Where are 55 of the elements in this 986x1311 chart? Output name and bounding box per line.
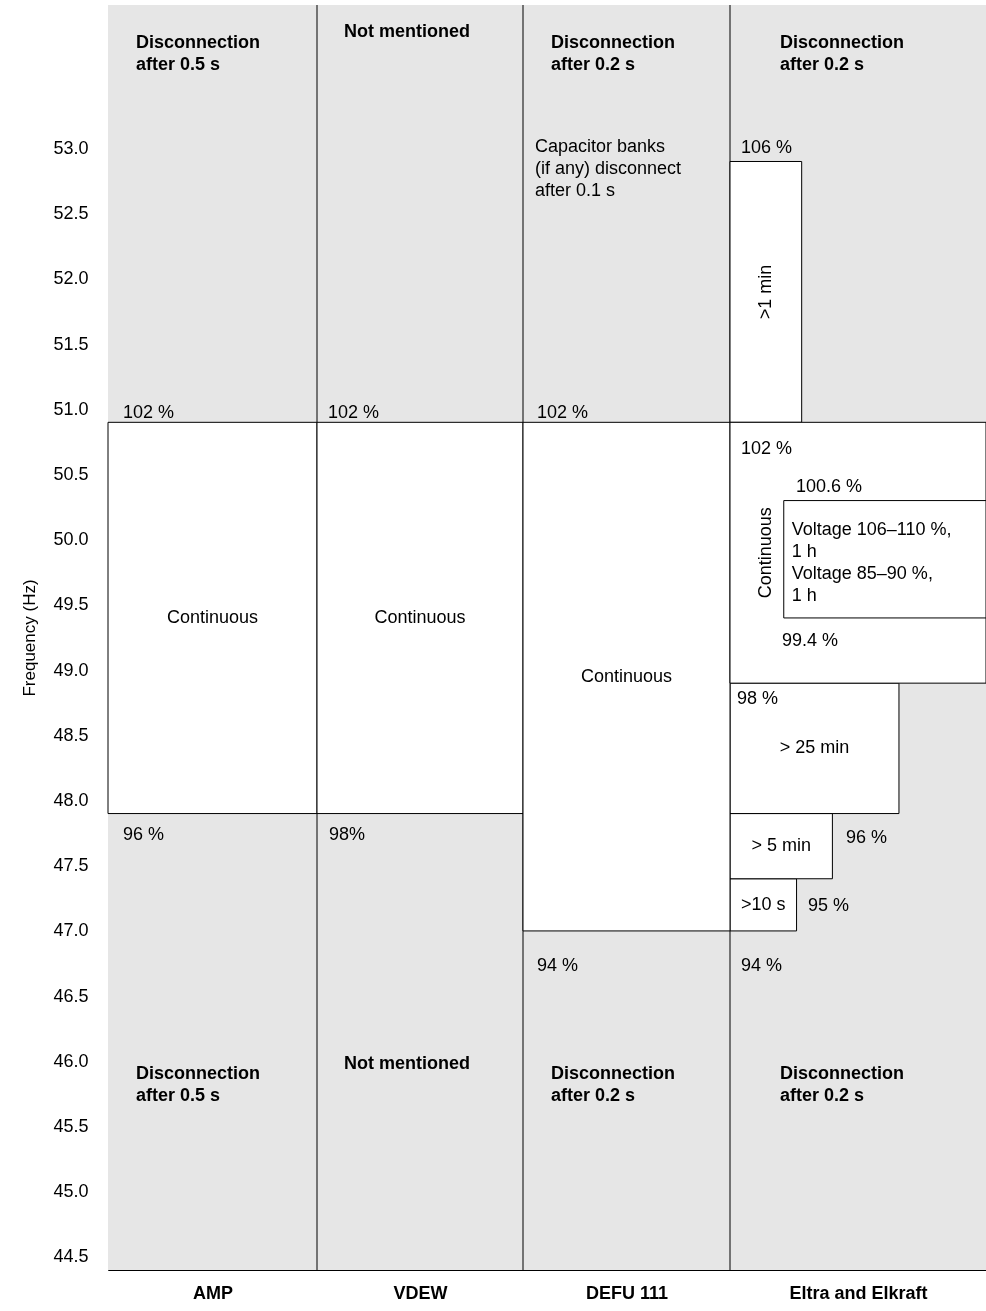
y-tick-label: 46.5 — [53, 985, 89, 1006]
y-tick-label: 51.5 — [53, 333, 89, 354]
annotation: 102 % — [741, 438, 793, 458]
annotation: 96 % — [846, 827, 888, 847]
y-tick-label: 52.5 — [53, 203, 89, 224]
annotation: 102 % — [537, 402, 589, 422]
y-tick-label: 51.0 — [53, 398, 89, 419]
annotation: 102 % — [328, 402, 380, 422]
x-tick-label: VDEW — [393, 1282, 448, 1303]
data-label: > 25 min — [779, 737, 850, 758]
y-tick-label: 45.5 — [53, 1116, 89, 1137]
data-label: >10 s — [741, 893, 786, 914]
annotation: 100.6 % — [796, 476, 863, 496]
y-tick-label: 45.0 — [53, 1181, 89, 1202]
annotation: 102 % — [123, 402, 175, 422]
y-tick-label: 50.0 — [53, 529, 89, 550]
y-tick-label: 49.5 — [53, 594, 89, 615]
annotation: Disconnection after 0.2 s — [780, 1063, 905, 1105]
annotation: Not mentioned — [344, 1053, 470, 1073]
annotation: 94 % — [537, 955, 579, 975]
data-label: Continuous — [580, 665, 673, 686]
annotation: Disconnection after 0.5 s — [136, 32, 261, 74]
annotation: Disconnection after 0.2 s — [780, 32, 905, 74]
y-tick-label: 47.0 — [53, 920, 89, 941]
data-label: Continuous — [374, 606, 466, 627]
annotation: 95 % — [808, 895, 850, 915]
data-label: Continuous — [166, 606, 259, 627]
y-tick-label: 53.0 — [53, 137, 89, 158]
annotation: 99.4 % — [782, 630, 839, 650]
annotation: Not mentioned — [344, 21, 470, 41]
annotation: Capacitor banks (if any) disconnect after 0.1 s — [535, 136, 682, 200]
y-tick-label: 48.5 — [53, 724, 89, 745]
y-axis-title: Frequency (Hz) — [20, 579, 40, 697]
y-tick-label: 52.0 — [53, 268, 89, 289]
annotation: 94 % — [741, 955, 783, 975]
y-tick-label: 49.0 — [53, 659, 89, 680]
y-tick-label: 46.0 — [53, 1050, 89, 1071]
y-tick-label: 50.5 — [53, 463, 89, 484]
data-label: > 5 min — [751, 835, 811, 856]
annotation: 106 % — [741, 137, 793, 157]
x-tick-label: DEFU 111 — [585, 1282, 669, 1303]
data-label: >1 min — [754, 264, 775, 320]
x-tick-label: AMP — [193, 1282, 233, 1303]
x-tick-label: Eltra and Elkraft — [789, 1282, 928, 1303]
data-label: Voltage 106–110 %, 1 h Voltage 85–90 %, 1 h — [791, 518, 952, 605]
y-tick-label: 48.0 — [53, 790, 89, 811]
y-tick-label: 44.5 — [53, 1246, 89, 1267]
annotation: Disconnection after 0.2 s — [551, 1063, 676, 1105]
data-label: Continuous — [755, 507, 775, 599]
annotation: 98% — [329, 824, 366, 844]
y-tick-label: 47.5 — [53, 855, 89, 876]
annotation: 98 % — [737, 688, 779, 708]
annotation: Disconnection after 0.2 s — [551, 32, 676, 74]
annotation: Disconnection after 0.5 s — [136, 1063, 261, 1105]
annotation: 96 % — [123, 824, 165, 844]
